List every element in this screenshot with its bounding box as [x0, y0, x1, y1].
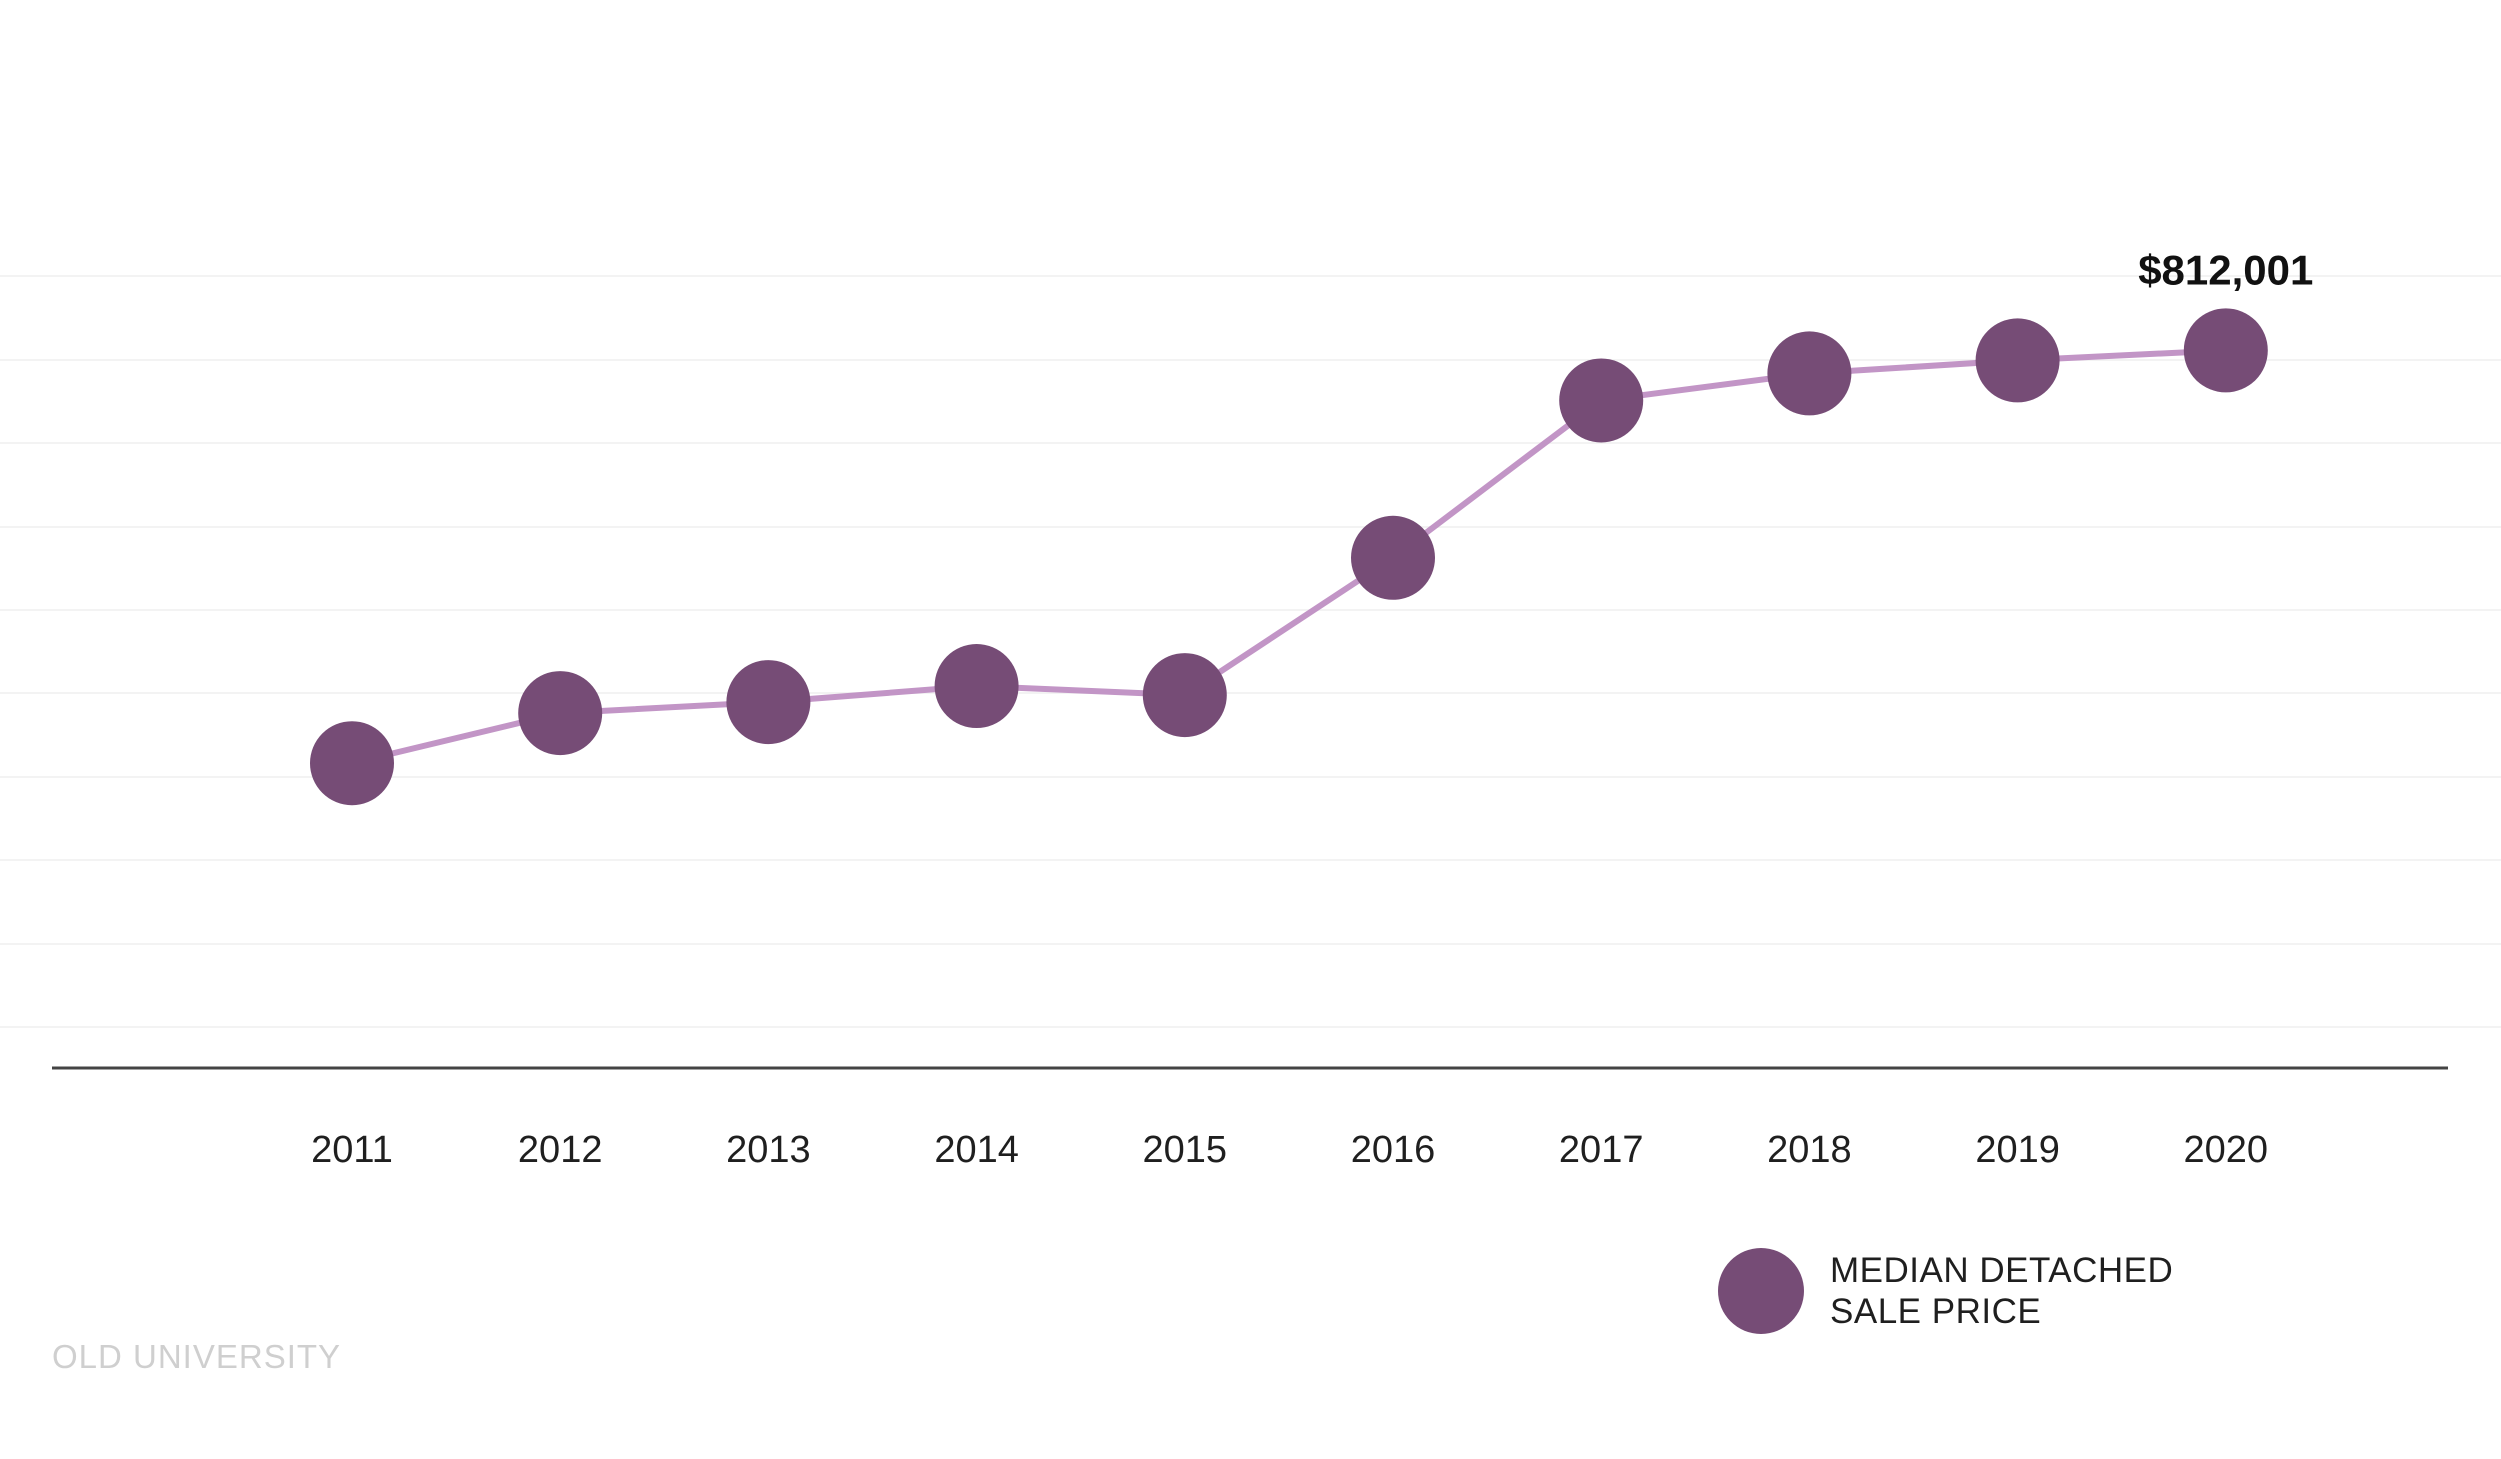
x-tick-label-2018: 2018	[1767, 1129, 1852, 1171]
x-tick-label-2014: 2014	[934, 1129, 1019, 1171]
data-point-2012	[518, 671, 603, 756]
data-point-2013	[726, 660, 811, 745]
x-tick-labels-group: 2011 2012 2013 2014 2015 2016 2017 2018 2019 2020	[311, 1129, 2268, 1171]
legend-marker-icon	[1718, 1248, 1804, 1334]
brand-watermark: OLD UNIVERSITY	[52, 1338, 342, 1375]
legend: MEDIAN DETACHED SALE PRICE	[1718, 1248, 2173, 1334]
gridlines	[0, 275, 2501, 1028]
series-points-group	[310, 308, 2268, 806]
x-tick-label-2020: 2020	[2184, 1129, 2269, 1171]
legend-label-line-1: MEDIAN DETACHED	[1830, 1251, 2174, 1290]
x-tick-label-2017: 2017	[1559, 1129, 1644, 1171]
data-point-2016	[1351, 515, 1435, 600]
series-line-group	[351, 347, 2226, 767]
x-tick-label-2019: 2019	[1975, 1129, 2060, 1171]
data-point-2017	[1559, 358, 1644, 443]
data-point-2011	[310, 721, 394, 806]
x-tick-label-2015: 2015	[1143, 1129, 1228, 1171]
data-point-2018	[1767, 331, 1852, 416]
data-point-2014	[934, 644, 1019, 729]
legend-label: MEDIAN DETACHED SALE PRICE	[1830, 1250, 2173, 1332]
data-labels-group: $812,001	[2138, 246, 2313, 293]
data-point-2019	[1975, 318, 2060, 403]
x-tick-label-2012: 2012	[518, 1129, 603, 1171]
x-tick-label-2016: 2016	[1351, 1129, 1436, 1171]
series-line	[351, 347, 2226, 767]
data-label-2020: $812,001	[2138, 246, 2313, 293]
x-tick-label-2013: 2013	[726, 1129, 811, 1171]
legend-label-line-2: SALE PRICE	[1830, 1292, 2042, 1331]
data-point-2020	[2183, 308, 2268, 393]
data-point-2015	[1142, 653, 1227, 738]
x-tick-label-2011: 2011	[311, 1129, 393, 1171]
